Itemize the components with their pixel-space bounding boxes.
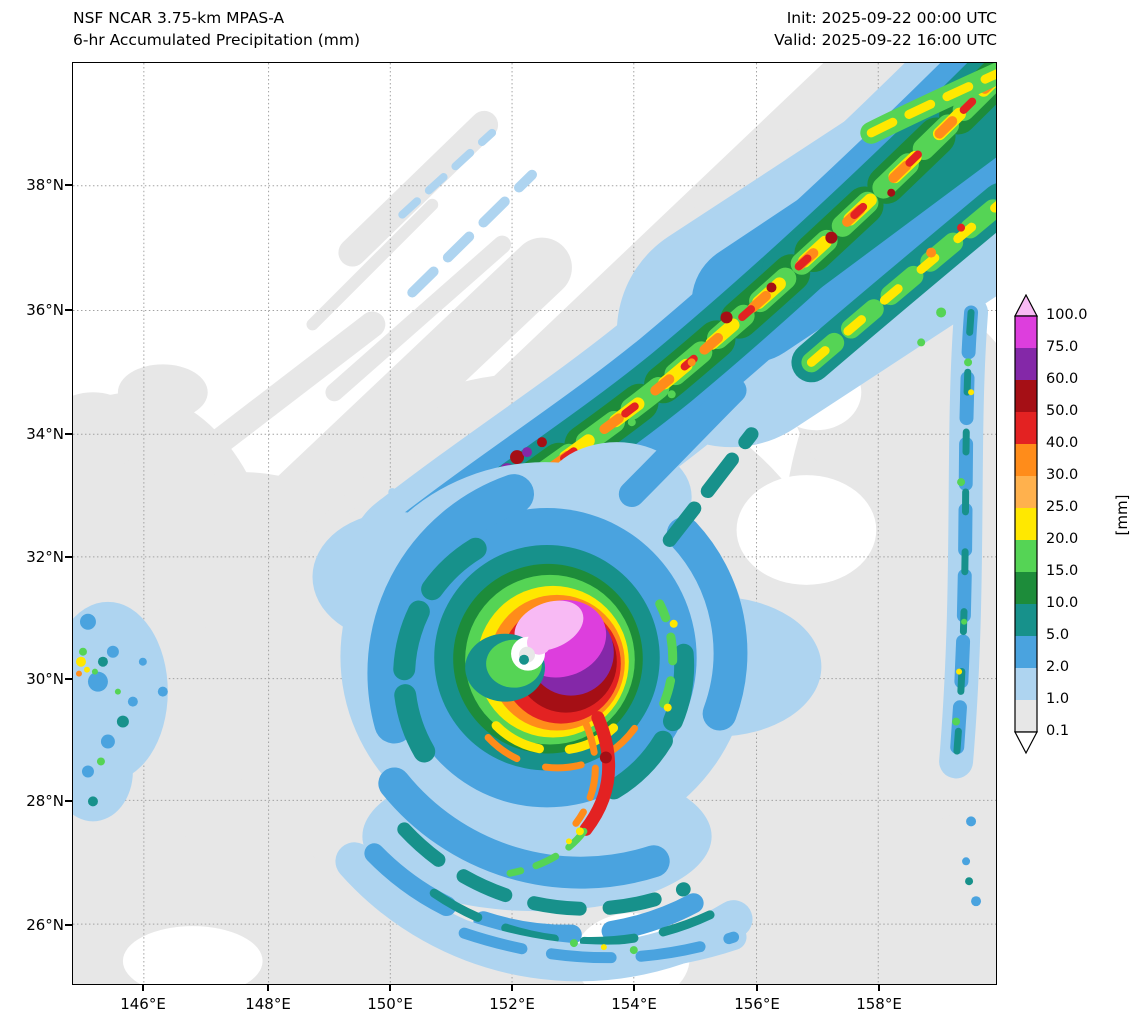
y-tick-mark: [65, 433, 72, 435]
plot-subtitle: 6-hr Accumulated Precipitation (mm): [73, 30, 360, 49]
colorbar-segment: [1015, 700, 1037, 732]
left-edge-speckles: [73, 601, 168, 822]
colorbar-segment: [1015, 444, 1037, 476]
colorbar-tick-label: 40.0: [1046, 435, 1079, 451]
colorbar-tick-label: 50.0: [1046, 403, 1079, 419]
y-tick-mark: [65, 678, 72, 680]
x-tick-mark: [633, 985, 635, 991]
colorbar-tick-label: 75.0: [1046, 339, 1079, 355]
y-tick-label: 30°N: [26, 670, 64, 688]
y-tick-mark: [65, 924, 72, 926]
colorbar-tick-label: 0.1: [1046, 723, 1070, 739]
x-tick-mark: [142, 985, 144, 991]
colorbar-tick-label: 1.0: [1046, 691, 1070, 707]
y-tick-mark: [65, 309, 72, 311]
time-block: Init: 2025-09-22 00:00 UTC Valid: 2025-0…: [774, 8, 997, 51]
colorbar-tick-label: 10.0: [1046, 595, 1079, 611]
colorbar-segment: [1015, 604, 1037, 636]
colorbar: [1014, 293, 1040, 756]
colorbar-segment: [1015, 668, 1037, 700]
typhoon: [312, 377, 822, 982]
colorbar-segment: [1015, 636, 1037, 668]
x-tick-mark: [267, 985, 269, 991]
init-time: Init: 2025-09-22 00:00 UTC: [786, 9, 997, 27]
bottom-streaks: [451, 920, 747, 971]
x-tick-label: 148°E: [245, 995, 291, 1013]
colorbar-tick-label: 30.0: [1046, 467, 1079, 483]
y-tick-label: 28°N: [26, 792, 64, 810]
y-tick-mark: [65, 800, 72, 802]
colorbar-segment: [1015, 508, 1037, 540]
y-tick-label: 38°N: [26, 176, 64, 194]
title-block: NSF NCAR 3.75-km MPAS-A 6-hr Accumulated…: [73, 8, 360, 51]
x-tick-mark: [756, 985, 758, 991]
colorbar-tick-label: 100.0: [1046, 307, 1088, 323]
colorbar-unit-label: [mm]: [1113, 494, 1131, 536]
y-tick-label: 32°N: [26, 548, 64, 566]
colorbar-tick-label: 60.0: [1046, 371, 1079, 387]
x-tick-mark: [878, 985, 880, 991]
precipitation-field: [73, 63, 996, 984]
y-tick-mark: [65, 184, 72, 186]
right-edge-streaks: [917, 295, 989, 907]
colorbar-tick-label: 2.0: [1046, 659, 1070, 675]
x-tick-label: 158°E: [856, 995, 902, 1013]
y-tick-label: 34°N: [26, 425, 64, 443]
colorbar-segment: [1015, 572, 1037, 604]
x-tick-label: 150°E: [367, 995, 413, 1013]
x-tick-label: 154°E: [611, 995, 657, 1013]
front-band-cells: [500, 188, 966, 478]
colorbar-under-arrow: [1014, 731, 1038, 755]
y-tick-mark: [65, 556, 72, 558]
colorbar-tick-label: 25.0: [1046, 499, 1079, 515]
colorbar-tick-label: 20.0: [1046, 531, 1079, 547]
colorbar-segment: [1015, 348, 1037, 380]
x-tick-label: 156°E: [734, 995, 780, 1013]
colorbar-segment: [1015, 412, 1037, 444]
colorbar-segment: [1015, 380, 1037, 412]
x-tick-label: 146°E: [120, 995, 166, 1013]
x-tick-mark: [511, 985, 513, 991]
colorbar-segment: [1015, 476, 1037, 508]
valid-time: Valid: 2025-09-22 16:00 UTC: [774, 30, 997, 49]
y-tick-label: 26°N: [26, 916, 64, 934]
x-tick-label: 152°E: [489, 995, 535, 1013]
map-area: [72, 62, 997, 985]
colorbar-segment: [1015, 540, 1037, 572]
x-tick-mark: [389, 985, 391, 991]
plot-title: NSF NCAR 3.75-km MPAS-A: [73, 9, 285, 27]
colorbar-tick-label: 15.0: [1046, 563, 1079, 579]
colorbar-over-arrow: [1014, 293, 1038, 317]
colorbar-segment: [1015, 316, 1037, 348]
colorbar-tick-label: 5.0: [1046, 627, 1070, 643]
y-tick-label: 36°N: [26, 301, 64, 319]
